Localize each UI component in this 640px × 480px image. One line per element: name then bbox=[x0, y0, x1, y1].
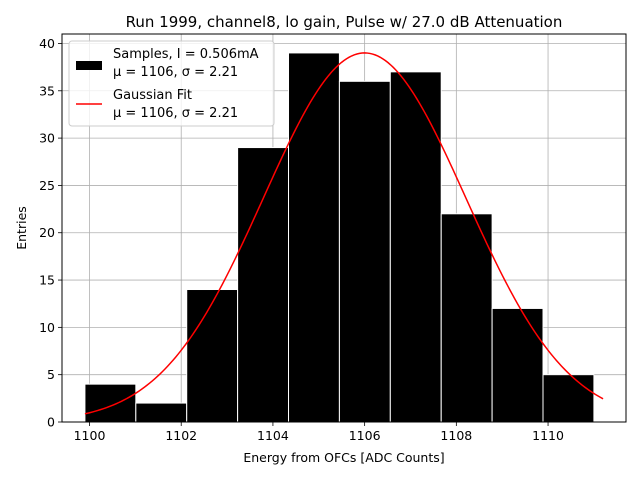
histogram-bar bbox=[84, 383, 137, 423]
x-axis-ticks: 1100 1102 1104 1106 1108 1110 bbox=[74, 422, 564, 443]
y-tick-label: 40 bbox=[39, 36, 55, 51]
histogram-bar bbox=[288, 52, 340, 423]
plot-area bbox=[61, 33, 627, 423]
chart-title: Run 1999, channel8, lo gain, Pulse w/ 27… bbox=[126, 13, 563, 31]
x-tick-label: 1104 bbox=[257, 428, 289, 443]
legend: Samples, I = 0.506mA μ = 1106, σ = 2.21 … bbox=[68, 40, 275, 127]
histogram-bars bbox=[84, 52, 595, 423]
x-axis-label: Energy from OFCs [ADC Counts] bbox=[243, 450, 444, 465]
y-tick-label: 0 bbox=[47, 415, 55, 430]
y-tick-label: 30 bbox=[39, 131, 55, 146]
x-tick-label: 1108 bbox=[440, 428, 472, 443]
y-tick-label: 10 bbox=[39, 320, 55, 335]
y-tick-label: 25 bbox=[39, 178, 55, 193]
x-tick-label: 1110 bbox=[532, 428, 564, 443]
histogram-bar bbox=[491, 307, 544, 423]
histogram-bar bbox=[440, 213, 493, 423]
y-tick-label: 5 bbox=[47, 367, 55, 382]
x-tick-label: 1102 bbox=[165, 428, 197, 443]
histogram-bar bbox=[135, 402, 188, 423]
legend-box bbox=[68, 40, 275, 127]
y-tick-label: 20 bbox=[39, 225, 55, 240]
x-tick-label: 1100 bbox=[74, 428, 106, 443]
y-tick-label: 35 bbox=[39, 83, 55, 98]
x-tick-label: 1106 bbox=[349, 428, 381, 443]
histogram-bar bbox=[237, 147, 290, 423]
legend-samples-swatch bbox=[76, 61, 102, 70]
plot-frame bbox=[61, 33, 627, 423]
legend-fit-stats: μ = 1106, σ = 2.21 bbox=[113, 106, 238, 121]
y-axis-ticks: 0 5 10 15 20 25 30 35 40 bbox=[39, 36, 62, 430]
legend-samples-label: Samples, I = 0.506mA bbox=[113, 47, 259, 62]
y-tick-label: 15 bbox=[39, 273, 55, 288]
histogram-bar bbox=[338, 80, 391, 423]
histogram-bar bbox=[389, 71, 442, 423]
histogram-bar bbox=[186, 289, 239, 423]
histogram-bar bbox=[542, 374, 595, 423]
legend-samples-stats: μ = 1106, σ = 2.21 bbox=[113, 65, 238, 80]
gaussian-fit-line bbox=[84, 52, 604, 415]
y-axis-label: Entries bbox=[14, 206, 29, 250]
legend-fit-label: Gaussian Fit bbox=[113, 88, 192, 103]
